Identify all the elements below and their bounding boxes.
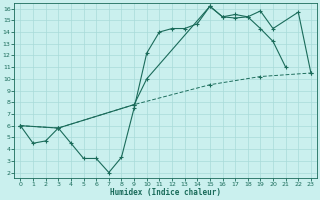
X-axis label: Humidex (Indice chaleur): Humidex (Indice chaleur) bbox=[110, 188, 221, 197]
